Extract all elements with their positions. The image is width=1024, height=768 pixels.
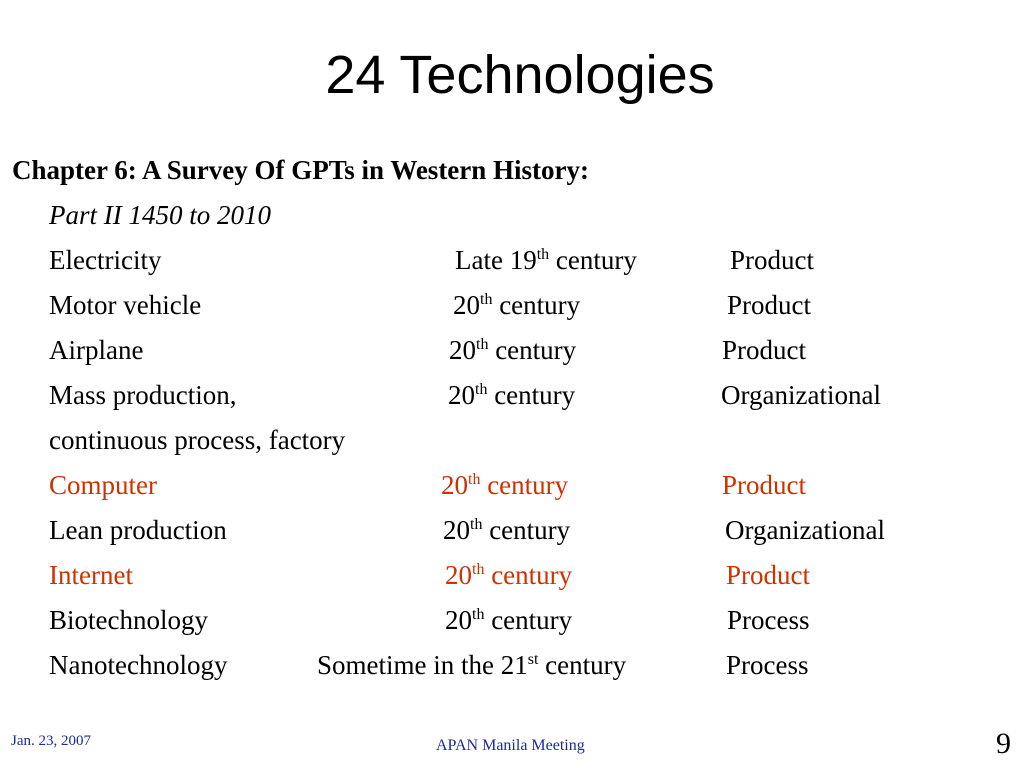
footer-date: Jan. 23, 2007	[11, 733, 91, 749]
technology-type: Organizational	[721, 380, 881, 410]
technology-era: 20th century	[445, 605, 573, 635]
technology-type: Product	[727, 290, 811, 320]
technology-era: 20th century	[448, 380, 576, 410]
technology-type: Product	[726, 560, 810, 590]
page-number: 9	[996, 727, 1011, 760]
technology-name: Internet	[49, 560, 133, 590]
footer-event: APAN Manila Meeting	[436, 737, 585, 754]
technology-row: Computer 20th century Product	[0, 465, 1024, 505]
technology-name: Lean production	[49, 515, 227, 545]
technology-row: Lean production 20th century Organizatio…	[0, 510, 1024, 550]
technology-name: Biotechnology	[49, 605, 208, 635]
part-subheading: Part II 1450 to 2010	[49, 200, 271, 230]
technology-type: Process	[726, 650, 809, 680]
technology-name: Electricity	[49, 245, 162, 275]
technology-era: 20th century	[449, 335, 577, 365]
technology-row: continuous process, factory	[0, 420, 1024, 460]
technology-era: 20th century	[445, 560, 573, 590]
technology-type: Process	[727, 605, 810, 635]
technology-type: Organizational	[725, 515, 885, 545]
technology-name: Mass production,	[49, 380, 237, 410]
technology-era: 20th century	[453, 290, 581, 320]
technology-era: 20th century	[441, 470, 569, 500]
technology-era: Late 19th century	[455, 245, 637, 275]
technology-name: Computer	[49, 470, 157, 500]
technology-row: Mass production, 20th century Organizati…	[0, 375, 1024, 415]
technology-row: Airplane 20th century Product	[0, 330, 1024, 370]
technology-name: continuous process, factory	[49, 425, 346, 455]
technology-name: Motor vehicle	[49, 290, 202, 320]
technology-row: Biotechnology 20th century Process	[0, 600, 1024, 640]
technology-type: Product	[730, 245, 814, 275]
technology-row: Nanotechnology Sometime in the 21st cent…	[0, 645, 1024, 685]
technology-row: Electricity Late 19th century Product	[0, 240, 1024, 280]
chapter-heading: Chapter 6: A Survey Of GPTs in Western H…	[12, 155, 590, 185]
technology-name: Airplane	[49, 335, 144, 365]
technology-era: 20th century	[443, 515, 571, 545]
technology-row: Internet 20th century Product	[0, 555, 1024, 595]
technology-type: Product	[722, 470, 806, 500]
technology-name: Nanotechnology	[49, 650, 228, 680]
technology-row: Motor vehicle 20th century Product	[0, 285, 1024, 325]
technology-type: Product	[722, 335, 806, 365]
technology-era: Sometime in the 21st century	[317, 650, 627, 680]
slide-title: 24 Technologies	[325, 45, 715, 105]
